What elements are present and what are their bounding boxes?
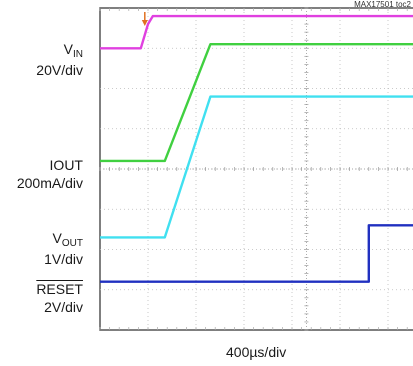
channel-label-reset: RESET 2V/div bbox=[36, 280, 83, 316]
channel-label-vout: VOUT 1V/div bbox=[44, 229, 83, 268]
channel-scale-reset: 2V/div bbox=[44, 299, 83, 315]
trace-iout bbox=[100, 43, 413, 163]
grid bbox=[99, 7, 413, 331]
figure-id: MAX17501 toc2 bbox=[354, 0, 411, 9]
trigger-marker-arrow bbox=[141, 20, 148, 26]
channel-name-reset: RESET bbox=[36, 281, 83, 297]
channel-scale-vin: 20V/div bbox=[36, 62, 83, 78]
channel-scale-vout: 1V/div bbox=[44, 251, 83, 267]
channel-label-vin: VIN 20V/div bbox=[36, 40, 83, 79]
channel-name-vin: VIN bbox=[63, 41, 83, 60]
trigger-marker bbox=[141, 12, 148, 26]
time-scale-label: 400µs/div bbox=[226, 344, 287, 360]
trace-vin bbox=[100, 14, 413, 50]
channel-name-vout: VOUT bbox=[52, 230, 83, 249]
traces bbox=[100, 14, 413, 283]
channel-label-iout: IOUT 200mA/div bbox=[17, 156, 83, 192]
trace-reset bbox=[100, 224, 413, 283]
trace-vout bbox=[100, 95, 413, 239]
channel-name-iout: IOUT bbox=[49, 157, 83, 173]
channel-scale-iout: 200mA/div bbox=[16, 175, 83, 191]
